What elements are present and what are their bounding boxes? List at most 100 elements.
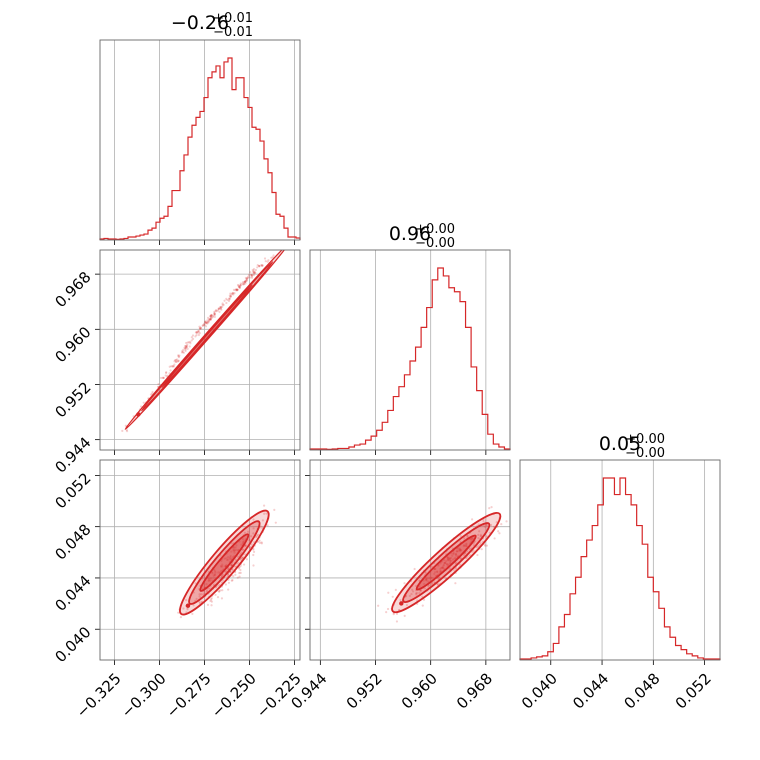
scatter-point (385, 610, 388, 614)
scatter-point (459, 548, 463, 552)
scatter-point (201, 324, 204, 327)
y-tick-label: 0.968 (51, 268, 94, 311)
scatter-point (255, 534, 258, 537)
scatter-point (282, 246, 284, 248)
scatter-point (192, 604, 195, 607)
scatter-point (266, 524, 269, 527)
scatter-point (182, 348, 185, 351)
x-tick-label: 0.040 (518, 670, 561, 713)
scatter-point (239, 284, 242, 287)
scatter-point (181, 349, 184, 352)
scatter-point (253, 271, 256, 275)
x-tick-label: −0.300 (118, 670, 170, 722)
y-tick-label: 0.048 (51, 520, 94, 563)
scatter-point (234, 565, 237, 568)
scatter-point (194, 331, 198, 334)
scatter-point (210, 314, 213, 317)
scatter-point (490, 523, 493, 527)
scatter-point (173, 363, 176, 366)
scatter-point (465, 544, 468, 548)
scatter-point (224, 570, 227, 574)
scatter-point (433, 572, 436, 576)
scatter-point (490, 506, 493, 509)
scatter-point (237, 285, 241, 288)
scatter-point (213, 312, 216, 315)
scatter-point (125, 430, 129, 433)
scatter-point (455, 550, 458, 553)
scatter-point (251, 268, 254, 272)
scatter-point (169, 369, 172, 372)
scatter-point (446, 563, 449, 566)
scatter-point (191, 337, 195, 340)
scatter-point (217, 584, 220, 587)
y-tick-label: 0.044 (51, 572, 94, 615)
scatter-point (184, 344, 187, 348)
scatter-point (225, 297, 228, 300)
scatter-point (205, 322, 208, 325)
scatter-point (242, 540, 246, 543)
scatter-point (220, 569, 223, 573)
scatter-point (241, 281, 245, 284)
scatter-point (182, 607, 185, 610)
scatter-point (209, 314, 213, 317)
scatter-point (221, 565, 224, 568)
scatter-point (252, 268, 256, 271)
scatter-point (446, 556, 449, 559)
scatter-point (221, 303, 224, 306)
scatter-point (205, 321, 208, 324)
scatter-point (260, 542, 263, 545)
scatter-point (182, 351, 185, 354)
x-tick-label: −0.325 (73, 670, 125, 722)
scatter-point (184, 347, 187, 350)
scatter-point (451, 558, 455, 561)
scatter-point (204, 320, 207, 323)
scatter-point (217, 307, 220, 310)
scatter-point (249, 276, 252, 279)
scatter-point (213, 312, 216, 315)
scatter-point (213, 312, 216, 315)
scatter-point (221, 573, 225, 576)
scatter-point (247, 530, 250, 533)
scatter-point (218, 310, 221, 314)
title-param-3-lower: −0.00 (625, 446, 665, 461)
scatter-point (210, 316, 213, 320)
scatter-point (405, 603, 409, 607)
scatter-point (198, 325, 201, 328)
scatter-point (168, 365, 171, 368)
scatter-point (191, 334, 195, 337)
scatter-point (230, 564, 233, 567)
scatter-point (249, 535, 253, 538)
scatter-point (165, 371, 168, 374)
scatter-point (464, 544, 467, 547)
scatter-point (227, 588, 230, 591)
scatter-point (252, 271, 255, 275)
scatter-point (239, 284, 242, 287)
scatter-point (225, 557, 228, 560)
scatter-point (479, 533, 482, 536)
scatter-point (230, 550, 233, 553)
scatter-point (186, 341, 189, 344)
title-param-3: 0.05 (599, 433, 641, 455)
scatter-point (236, 288, 239, 292)
scatter-point (240, 556, 244, 560)
scatter-point (206, 321, 209, 324)
scatter-point (235, 288, 238, 291)
scatter-point (232, 293, 235, 296)
title-param-1: −0.26 (171, 12, 229, 34)
contour-level (391, 512, 502, 614)
scatter-point (214, 310, 217, 313)
scatter-point (437, 564, 440, 567)
scatter-point (174, 358, 178, 362)
title-param-2-upper: +0.00 (415, 222, 455, 237)
scatter-point (209, 599, 212, 602)
scatter-point (418, 579, 421, 582)
scatter-point (248, 538, 251, 542)
scatter-point (228, 557, 231, 560)
contour-level (141, 261, 274, 412)
scatter-point (231, 579, 234, 582)
scatter-point (171, 364, 175, 368)
scatter-point (225, 301, 228, 305)
scatter-point (497, 530, 500, 533)
scatter-point (453, 557, 456, 560)
